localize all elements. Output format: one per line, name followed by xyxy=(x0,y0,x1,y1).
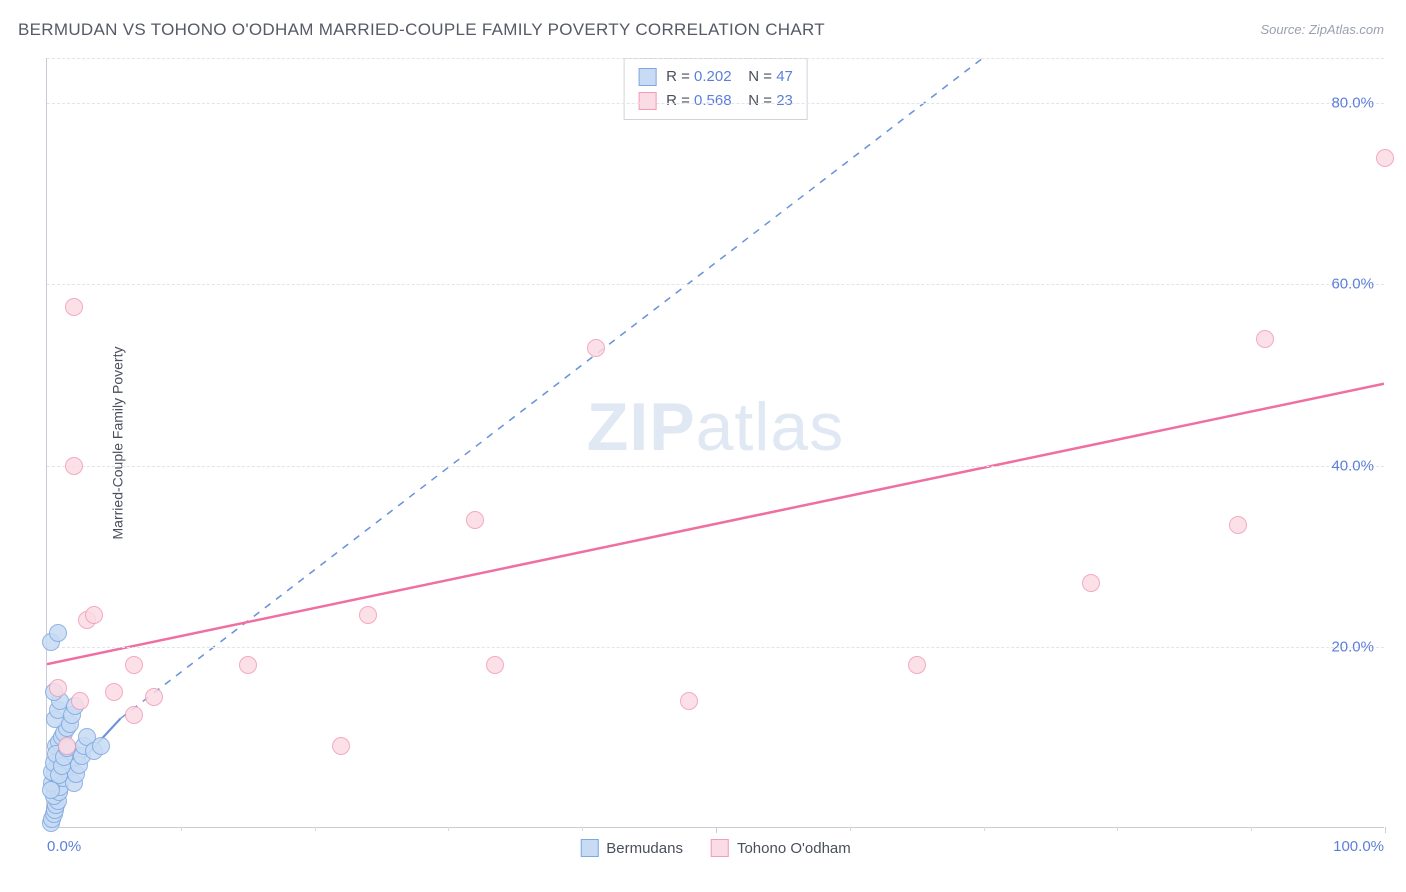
y-axis-tick-label: 20.0% xyxy=(1331,638,1374,655)
data-point xyxy=(1256,330,1274,348)
data-point xyxy=(1082,574,1100,592)
legend-correlation-row: R = 0.568 N = 23 xyxy=(638,89,793,113)
data-point xyxy=(587,339,605,357)
watermark: ZIPatlas xyxy=(587,388,844,466)
source-label: Source: xyxy=(1260,22,1308,37)
data-point xyxy=(58,737,76,755)
x-axis-tick-major xyxy=(1385,827,1386,833)
legend-correlation-text: R = 0.568 N = 23 xyxy=(666,89,793,113)
grid-line-h xyxy=(47,647,1384,648)
legend-series-item: Bermudans xyxy=(580,839,683,857)
data-point xyxy=(145,688,163,706)
source-value: ZipAtlas.com xyxy=(1309,22,1384,37)
legend-swatch xyxy=(711,839,729,857)
source-attribution: Source: ZipAtlas.com xyxy=(1260,22,1384,37)
legend-swatch xyxy=(638,92,656,110)
legend-swatch xyxy=(638,68,656,86)
grid-line-h xyxy=(47,103,1384,104)
y-axis-tick-label: 40.0% xyxy=(1331,457,1374,474)
data-point xyxy=(105,683,123,701)
y-axis-tick-label: 60.0% xyxy=(1331,276,1374,293)
x-axis-tick-minor xyxy=(1117,827,1118,831)
chart-title: BERMUDAN VS TOHONO O'ODHAM MARRIED-COUPL… xyxy=(18,20,825,40)
regression-lines-layer xyxy=(47,58,1384,827)
data-point xyxy=(92,737,110,755)
plot-area: Married-Couple Family Poverty ZIPatlas R… xyxy=(46,58,1384,828)
x-axis-tick-minor xyxy=(984,827,985,831)
regression-line xyxy=(47,384,1384,664)
y-axis-tick-label: 80.0% xyxy=(1331,95,1374,112)
x-axis-tick-major xyxy=(716,827,717,833)
data-point xyxy=(908,656,926,674)
data-point xyxy=(1229,516,1247,534)
x-axis-tick-label-max: 100.0% xyxy=(1333,838,1384,855)
data-point xyxy=(49,624,67,642)
data-point xyxy=(65,457,83,475)
data-point xyxy=(49,679,67,697)
data-point xyxy=(239,656,257,674)
legend-correlation: R = 0.202 N = 47R = 0.568 N = 23 xyxy=(623,58,808,120)
data-point xyxy=(1376,149,1394,167)
legend-series-label: Bermudans xyxy=(606,840,683,857)
data-point xyxy=(359,606,377,624)
legend-correlation-row: R = 0.202 N = 47 xyxy=(638,65,793,89)
x-axis-tick-minor xyxy=(850,827,851,831)
x-axis-tick-label-min: 0.0% xyxy=(47,838,81,855)
x-axis-tick-minor xyxy=(582,827,583,831)
legend-swatch xyxy=(580,839,598,857)
legend-series-item: Tohono O'odham xyxy=(711,839,851,857)
regression-line-extrapolated xyxy=(121,58,983,718)
data-point xyxy=(71,692,89,710)
x-axis-tick-minor xyxy=(1251,827,1252,831)
legend-series-label: Tohono O'odham xyxy=(737,840,851,857)
data-point xyxy=(466,511,484,529)
data-point xyxy=(125,706,143,724)
grid-line-h xyxy=(47,58,1384,59)
legend-correlation-text: R = 0.202 N = 47 xyxy=(666,65,793,89)
data-point xyxy=(65,298,83,316)
data-point xyxy=(332,737,350,755)
grid-line-h xyxy=(47,284,1384,285)
x-axis-tick-minor xyxy=(448,827,449,831)
data-point xyxy=(486,656,504,674)
watermark-atlas: atlas xyxy=(696,389,845,465)
data-point xyxy=(680,692,698,710)
watermark-zip: ZIP xyxy=(587,389,696,465)
chart-container: BERMUDAN VS TOHONO O'ODHAM MARRIED-COUPL… xyxy=(0,0,1406,892)
data-point xyxy=(85,606,103,624)
data-point xyxy=(125,656,143,674)
x-axis-tick-minor xyxy=(315,827,316,831)
grid-line-h xyxy=(47,466,1384,467)
y-axis-label: Married-Couple Family Poverty xyxy=(109,346,125,539)
x-axis-tick-minor xyxy=(181,827,182,831)
legend-series: Bermudans Tohono O'odham xyxy=(580,839,851,857)
